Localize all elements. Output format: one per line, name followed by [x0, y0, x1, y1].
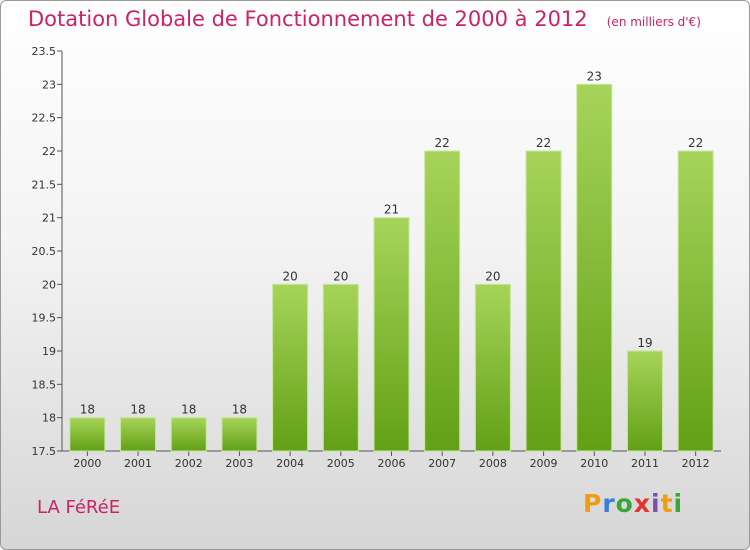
data-label: 20 [333, 269, 348, 283]
y-tick-label: 17.5 [32, 445, 57, 458]
commune-name: LA FéRéE [37, 497, 121, 518]
bar-2008 [474, 283, 511, 452]
bar-2007 [424, 150, 461, 452]
logo-letter: x [633, 489, 651, 518]
bar-2004 [272, 283, 309, 452]
logo-letter: i [651, 489, 661, 518]
x-tick-label: 2012 [682, 457, 710, 470]
bar-2011 [626, 350, 663, 452]
data-label: 22 [688, 136, 703, 150]
data-label: 22 [536, 136, 551, 150]
data-label: 21 [384, 203, 399, 217]
bar-2012 [677, 150, 714, 452]
y-tick-label: 18 [42, 412, 56, 425]
bar-2003 [221, 417, 258, 452]
x-tick-label: 2010 [580, 457, 608, 470]
data-label: 22 [435, 136, 450, 150]
bar-2000 [69, 417, 106, 452]
data-label: 20 [282, 269, 297, 283]
bar-2001 [120, 417, 157, 452]
bar-2006 [373, 217, 410, 452]
x-tick-label: 2004 [276, 457, 304, 470]
data-label: 19 [637, 336, 652, 350]
y-tick-label: 22.5 [32, 112, 57, 125]
data-label: 18 [232, 403, 247, 417]
y-tick-label: 18.5 [32, 378, 57, 391]
y-tick-label: 23.5 [32, 45, 57, 58]
x-tick-label: 2000 [73, 457, 101, 470]
chart-unit: (en milliers d'€) [606, 15, 701, 29]
chart-title-block: Dotation Globale de Fonctionnement de 20… [28, 7, 701, 31]
proxiti-logo: Proxiti [583, 489, 683, 518]
data-label: 23 [587, 69, 602, 83]
data-label: 20 [485, 269, 500, 283]
y-tick-label: 19.5 [32, 312, 57, 325]
data-label: 18 [181, 403, 196, 417]
logo-letter: P [583, 489, 603, 518]
y-tick-label: 19 [42, 345, 56, 358]
bar-2005 [322, 283, 359, 452]
y-tick-label: 21 [42, 212, 56, 225]
x-tick-label: 2003 [225, 457, 253, 470]
bar-2002 [170, 417, 207, 452]
logo-letter: i [673, 489, 684, 518]
x-tick-label: 2011 [631, 457, 659, 470]
x-tick-label: 2007 [428, 457, 456, 470]
logo-letter: o [615, 489, 634, 518]
y-tick-label: 23 [42, 78, 56, 91]
y-tick-label: 20.5 [32, 245, 57, 258]
chart-title: Dotation Globale de Fonctionnement de 20… [28, 7, 588, 31]
bar-2010 [576, 83, 613, 452]
y-tick-label: 21.5 [32, 178, 57, 191]
data-label: 18 [130, 403, 145, 417]
logo-letter: r [602, 489, 616, 518]
y-tick-label: 20 [42, 278, 56, 291]
x-tick-label: 2009 [530, 457, 558, 470]
data-label: 18 [80, 403, 95, 417]
x-tick-label: 2008 [479, 457, 507, 470]
x-tick-label: 2002 [175, 457, 203, 470]
x-tick-label: 2005 [327, 457, 355, 470]
x-tick-label: 2006 [378, 457, 406, 470]
x-tick-label: 2001 [124, 457, 152, 470]
y-tick-label: 22 [42, 145, 56, 158]
logo-letter: t [660, 489, 674, 518]
bar-2009 [525, 150, 562, 452]
